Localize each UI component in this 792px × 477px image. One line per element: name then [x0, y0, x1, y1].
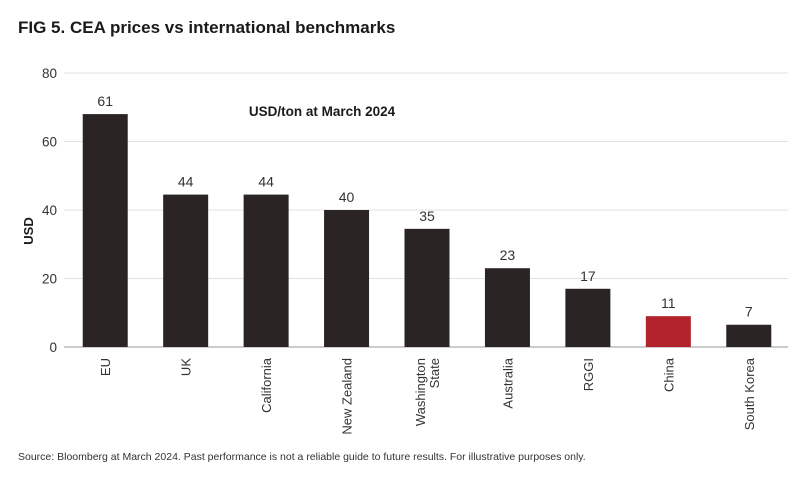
- bar: [565, 288, 611, 347]
- value-label: 17: [580, 268, 596, 284]
- x-tick-label-line: California: [259, 357, 274, 413]
- bar: [645, 316, 691, 347]
- x-tick-label: Australia: [500, 357, 515, 408]
- x-tick-label-line: Washington: [413, 358, 428, 426]
- x-tick-label-line: South Korea: [742, 357, 757, 430]
- x-tick-labels: EU UK California New Zealand Washington State…: [98, 357, 757, 434]
- x-tick-label: California: [259, 357, 274, 413]
- y-axis-label: USD: [21, 217, 36, 244]
- x-tick-label: New Zealand: [340, 358, 355, 435]
- bar: [243, 194, 289, 347]
- bar: [484, 268, 530, 347]
- chart-annotation: USD/ton at March 2024: [249, 104, 396, 119]
- x-tick-label-line: State: [427, 358, 442, 388]
- x-tick-label-line: RGGI: [581, 358, 596, 391]
- value-label: 35: [419, 208, 435, 224]
- value-labels: 61 44 44 40 35 23 17 11 7: [97, 93, 752, 320]
- y-tick-label: 40: [42, 203, 57, 218]
- x-tick-label: China: [661, 357, 676, 392]
- x-tick-label: Washington State: [413, 358, 442, 426]
- bar: [82, 114, 128, 347]
- value-label: 11: [661, 295, 676, 311]
- value-label: 23: [500, 247, 516, 263]
- x-tick-label: UK: [179, 358, 194, 376]
- bars: [82, 114, 772, 347]
- bar: [726, 324, 772, 347]
- y-tick-label: 0: [49, 340, 57, 355]
- y-tick-label: 60: [42, 135, 57, 150]
- x-tick-label-line: UK: [179, 358, 194, 376]
- x-tick-label-line: New Zealand: [340, 358, 355, 435]
- y-tick-labels: 0 20 40 60 80: [42, 66, 57, 355]
- value-label: 7: [745, 304, 753, 320]
- x-tick-label: RGGI: [581, 358, 596, 391]
- value-label: 44: [178, 174, 194, 190]
- x-tick-label-line: Australia: [500, 357, 515, 408]
- x-tick-label-line: China: [661, 357, 676, 392]
- x-tick-label: EU: [98, 358, 113, 376]
- bar: [163, 194, 209, 347]
- x-tick-label: South Korea: [742, 357, 757, 430]
- value-label: 61: [97, 93, 113, 109]
- value-label: 44: [258, 174, 274, 190]
- chart-title: FIG 5. CEA prices vs international bench…: [18, 18, 396, 37]
- x-tick-label-line: EU: [98, 358, 113, 376]
- bar: [324, 210, 370, 347]
- y-tick-label: 80: [42, 66, 57, 81]
- value-label: 40: [339, 189, 355, 205]
- y-tick-label: 20: [42, 272, 57, 287]
- source-note: Source: Bloomberg at March 2024. Past pe…: [18, 451, 586, 463]
- bar: [404, 228, 450, 347]
